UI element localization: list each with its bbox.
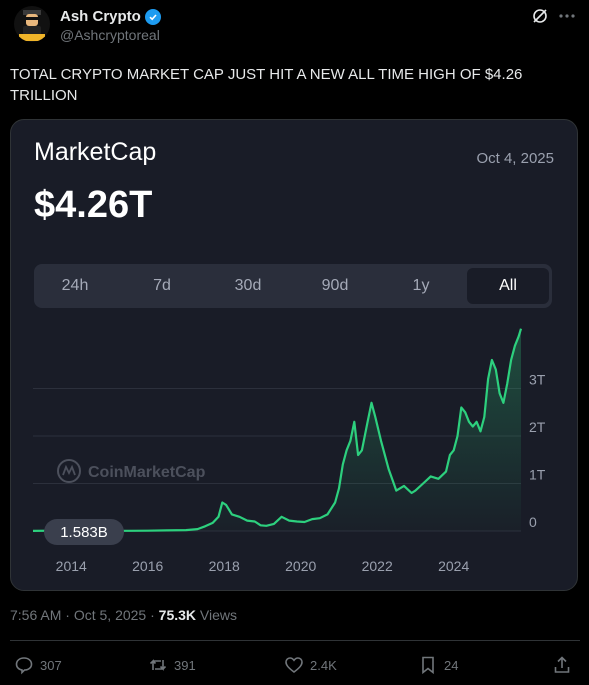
card-date: Oct 4, 2025 [476, 150, 554, 167]
divider [10, 640, 580, 641]
range-1y-button[interactable]: 1y [412, 277, 430, 294]
watermark-text: CoinMarketCap [88, 464, 206, 481]
range-all-button[interactable]: All [467, 268, 549, 304]
like-button[interactable]: 2.4K [284, 655, 337, 675]
coinmarketcap-watermark: CoinMarketCap [57, 459, 206, 483]
bookmark-icon [422, 656, 434, 675]
x-tick-label: 2014 [56, 558, 87, 574]
market-cap-card[interactable]: MarketCap Oct 4, 2025 $4.26T 24h 7d 30d … [10, 119, 578, 591]
y-tick-label: 0 [529, 514, 537, 530]
author-name[interactable]: Ash Crypto [60, 8, 141, 25]
like-count: 2.4K [310, 657, 337, 673]
range-24h-button[interactable]: 24h [61, 277, 89, 294]
start-value-label: 1.583B [44, 519, 124, 545]
grok-icon[interactable] [530, 6, 550, 26]
tweet-date[interactable]: Oct 5, 2025 [73, 607, 147, 623]
author-name-row[interactable]: Ash Crypto [60, 8, 161, 25]
range-90d-button[interactable]: 90d [321, 277, 349, 294]
y-axis-labels: 0 1T 2T 3T [529, 372, 546, 531]
share-icon [554, 656, 570, 673]
verified-badge-icon [144, 8, 161, 25]
market-cap-value: $4.26T [34, 184, 153, 226]
repost-count: 391 [174, 657, 196, 673]
start-value-text: 1.583B [60, 524, 108, 541]
author-handle[interactable]: @Ashcryptoreal [60, 27, 160, 43]
y-tick-label: 3T [529, 372, 546, 388]
avatar-icon [14, 6, 50, 42]
author-avatar[interactable] [14, 6, 50, 42]
x-tick-label: 2016 [132, 558, 163, 574]
share-button[interactable] [552, 655, 572, 675]
time-range-selector: 24h 7d 30d 90d 1y All [34, 264, 552, 308]
card-title: MarketCap [34, 138, 157, 166]
more-options-icon[interactable] [557, 6, 577, 26]
chart-line [32, 328, 523, 532]
chart-area [33, 328, 521, 531]
y-tick-label: 1T [529, 467, 546, 483]
tweet-time[interactable]: 7:56 AM [10, 607, 62, 623]
tweet-text: TOTAL CRYPTO MARKET CAP JUST HIT A NEW A… [10, 66, 523, 104]
y-tick-label: 2T [529, 419, 546, 435]
coinmarketcap-logo-icon [57, 459, 81, 483]
range-30d-button[interactable]: 30d [234, 277, 262, 294]
x-tick-label: 2018 [209, 558, 240, 574]
heart-icon [285, 657, 303, 674]
reply-button[interactable]: 307 [14, 655, 62, 675]
x-tick-label: 2020 [285, 558, 316, 574]
x-tick-label: 2022 [362, 558, 393, 574]
repost-icon [149, 659, 167, 671]
tweet-meta: 7:56 AM · Oct 5, 2025 · 75.3K Views [10, 607, 238, 623]
reply-count: 307 [40, 657, 62, 673]
bookmark-button[interactable]: 24 [418, 655, 458, 675]
views-label: Views [199, 607, 238, 623]
x-tick-label: 2024 [438, 558, 469, 574]
views-count: 75.3K [158, 607, 197, 623]
reply-icon [15, 657, 33, 675]
range-7d-button[interactable]: 7d [153, 277, 171, 294]
x-axis-labels: 2014 2016 2018 2020 2022 2024 [56, 558, 470, 574]
bookmark-count: 24 [444, 657, 459, 673]
repost-button[interactable]: 391 [148, 655, 196, 675]
